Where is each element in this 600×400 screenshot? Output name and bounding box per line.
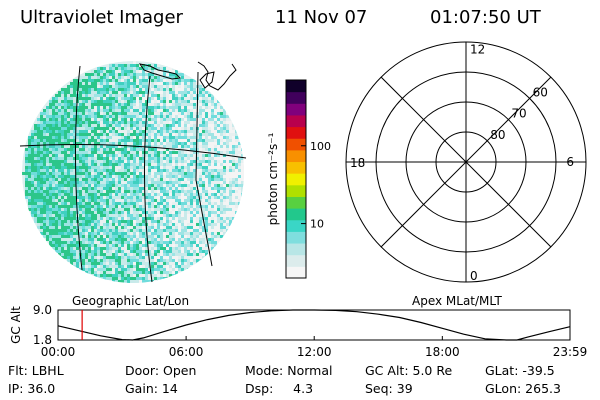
colorbar-band-16 [286,80,306,93]
altitude-plot-frame [57,309,571,341]
geographic-caption: Geographic Lat/Lon [72,294,190,308]
colorbar-label: photon cm⁻²s⁻¹ [266,132,280,225]
colorbar-tick-label-0: 10 [310,218,324,231]
mlt-label-12: 12 [470,43,485,57]
door-readout: Door: Open [125,363,197,378]
mlt-label-6: 6 [566,155,574,169]
glon-readout: GLon: 265.3 [485,381,561,396]
colorbar-band-10 [286,149,306,163]
colorbar-band-3 [286,231,306,244]
mode-readout: Mode: Normal [245,363,333,378]
colorbar-band-15 [286,91,306,104]
x-tick-label-2: 12:00 [297,345,332,359]
coastline-antarctic-peninsula [197,61,237,91]
y-axis-label: GC Alt [9,306,23,344]
colorbar-tick-label-1: 100 [310,140,331,153]
latitude-line [19,144,247,159]
glat-readout: GLat: -39.5 [485,363,555,378]
mlat-label-80: 80 [490,128,505,142]
colorbar-band-1 [286,254,306,267]
colorbar-band-6 [286,196,306,209]
colorbar-band-2 [286,243,306,256]
emission-speckle-3 [22,64,235,283]
longitude-line-1 [74,65,83,271]
mlat-label-60: 60 [533,85,548,99]
colorbar-band-9 [286,161,306,174]
mlat-label-70: 70 [511,107,526,121]
mlt-diagonal-2 [380,76,552,248]
dsp-readout: Dsp: 4.3 [245,381,314,396]
seq-readout: Seq: 39 [365,381,413,396]
longitude-line-3 [195,71,213,267]
x-tick-label-3: 18:00 [425,345,460,359]
colorbar-band-12 [286,126,306,139]
gain-readout: Gain: 14 [125,381,178,396]
instrument-title: Ultraviolet Imager [20,7,183,28]
x-tick-label-4: 23:59 [553,345,588,359]
polar-grid [345,41,587,283]
colorbar-band-7 [286,184,306,197]
ip-readout: IP: 36.0 [8,381,56,396]
x-tick-label-1: 06:00 [169,345,204,359]
x-tick-label-0: 00:00 [41,345,76,359]
mlt-label-18: 18 [350,156,365,170]
date-label: 11 Nov 07 [275,7,368,28]
emission-speckle-1 [25,64,244,283]
apex-caption: Apex MLat/MLT [412,294,502,308]
coastline-south-america [138,63,182,80]
imager-disk [22,61,244,283]
longitude-line-2 [143,75,153,283]
colorbar-band-14 [286,103,306,116]
time-label: 01:07:50 UT [430,7,541,28]
altitude-series-line [57,309,571,341]
colorbar-band-5 [286,208,306,221]
colorbar-band-8 [286,173,306,186]
colorbar-band-0 [286,266,306,279]
colorbar-band-11 [286,138,306,151]
colorbar-band-13 [286,114,306,128]
mlt-label-0: 0 [470,269,478,283]
coastline-island [199,71,215,89]
y-tick-label-1: 1.8 [33,333,52,347]
gc-alt-readout: GC Alt: 5.0 Re [365,363,453,378]
filter-readout: Flt: LBHL [8,363,64,378]
colorbar-frame [285,79,307,279]
y-tick-label-0: 9.0 [33,303,52,317]
colorbar-band-4 [286,219,306,232]
